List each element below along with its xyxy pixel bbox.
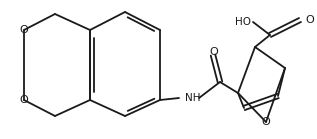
- Text: NH: NH: [185, 93, 200, 103]
- Text: O: O: [262, 117, 270, 127]
- Text: O: O: [305, 15, 314, 25]
- Text: HO: HO: [235, 17, 251, 27]
- Text: O: O: [20, 95, 29, 105]
- Text: O: O: [20, 25, 29, 35]
- Text: O: O: [210, 47, 218, 57]
